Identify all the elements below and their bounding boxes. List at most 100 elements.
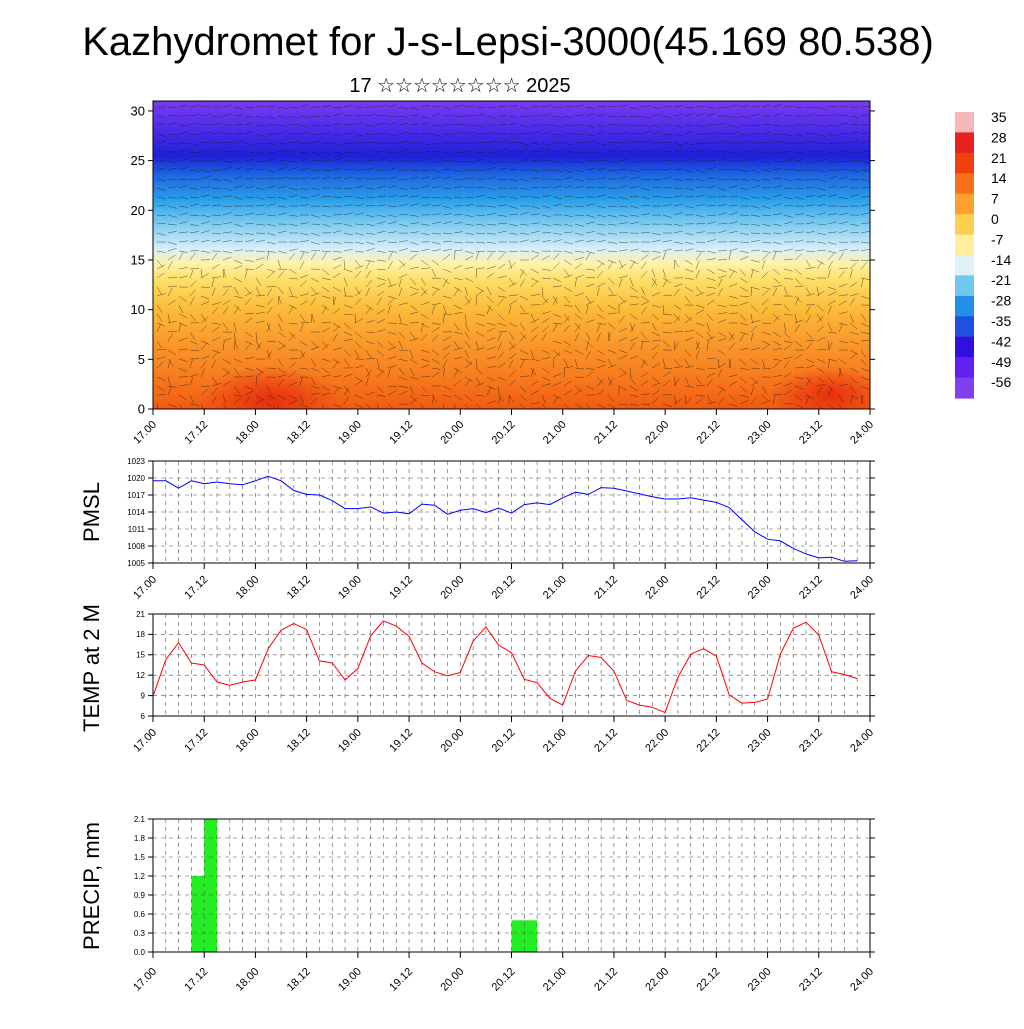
- x-tick-label: 17.12: [182, 966, 210, 994]
- x-tick-label: 22.12: [695, 727, 723, 755]
- y-tick-label: 20: [131, 203, 145, 218]
- y-tick-label: 10: [131, 302, 145, 317]
- y-tick-label: 1008: [127, 542, 145, 551]
- x-tick-label: 21.12: [592, 966, 620, 994]
- x-tick-label: 22.12: [695, 419, 723, 447]
- x-tick-label: 19.12: [387, 966, 415, 994]
- y-tick-label: 1017: [127, 491, 145, 500]
- x-tick-label: 20.00: [438, 419, 466, 447]
- colorbar-swatch: [955, 357, 974, 378]
- x-tick-label: 23.12: [797, 574, 825, 602]
- y-tick-label: 1.5: [134, 853, 146, 862]
- colorbar-label: 35: [991, 109, 1007, 125]
- x-tick-label: 18.12: [285, 574, 313, 602]
- precip-y-label: PRECIP, mm: [79, 822, 104, 950]
- colorbar-swatch: [955, 173, 974, 194]
- colorbar-label: -49: [991, 354, 1011, 370]
- warm-spot: [200, 365, 340, 435]
- x-tick-label: 17.12: [182, 574, 210, 602]
- colorbar-label: -21: [991, 272, 1011, 288]
- y-tick-label: 1023: [127, 457, 145, 466]
- chart-subtitle: 17 ☆☆☆☆☆☆☆☆ 2025: [349, 75, 570, 97]
- y-tick-label: 15: [136, 651, 145, 660]
- colorbar-label: -56: [991, 374, 1011, 390]
- colorbar-swatch: [955, 132, 974, 153]
- warm-spot: [770, 365, 890, 425]
- pmsl-grid: [153, 461, 870, 563]
- x-tick-label: 19.00: [336, 574, 364, 602]
- y-tick-label: 1020: [127, 474, 145, 483]
- x-tick-label: 17.00: [131, 574, 159, 602]
- y-tick-label: 15: [131, 253, 145, 268]
- x-tick-label: 23.00: [746, 419, 774, 447]
- y-tick-label: 9: [141, 691, 146, 700]
- x-tick-label: 23.12: [797, 419, 825, 447]
- x-tick-label: 17.12: [182, 727, 210, 755]
- x-tick-label: 21.12: [592, 419, 620, 447]
- colorbar-label: 28: [991, 129, 1007, 145]
- x-tick-label: 24.00: [848, 419, 876, 447]
- x-tick-label: 23.00: [746, 727, 774, 755]
- chart-title: Kazhydromet for J-s-Lepsi-3000(45.169 80…: [82, 20, 934, 64]
- x-tick-label: 22.00: [643, 574, 671, 602]
- pmsl-series-line: [153, 476, 857, 561]
- colorbar-swatch: [955, 337, 974, 358]
- colorbar-swatch: [955, 214, 974, 235]
- y-tick-label: 1011: [128, 525, 146, 534]
- colorbar-swatch: [955, 255, 974, 276]
- x-tick-label: 19.12: [387, 574, 415, 602]
- y-tick-label: 2.1: [134, 815, 146, 824]
- y-tick-label: 0.9: [134, 891, 146, 900]
- x-tick-label: 23.12: [797, 727, 825, 755]
- x-tick-label: 23.12: [797, 966, 825, 994]
- y-tick-label: 0.3: [134, 929, 146, 938]
- y-tick-label: 1.2: [134, 872, 146, 881]
- x-tick-label: 20.00: [438, 727, 466, 755]
- x-tick-label: 20.00: [438, 574, 466, 602]
- y-tick-label: 30: [131, 103, 145, 118]
- colorbar-swatch: [955, 316, 974, 337]
- x-tick-label: 17.00: [131, 419, 159, 447]
- y-tick-label: 25: [131, 153, 145, 168]
- x-tick-label: 20.00: [438, 966, 466, 994]
- x-tick-label: 18.00: [234, 727, 262, 755]
- y-tick-label: 0.6: [134, 910, 146, 919]
- precip-y-axis: 0.00.30.60.91.21.51.82.1: [134, 815, 875, 957]
- x-tick-label: 18.00: [234, 574, 262, 602]
- pmsl-y-label: PMSL: [79, 482, 104, 542]
- colorbar-label: -7: [991, 231, 1004, 247]
- x-tick-label: 21.00: [541, 727, 569, 755]
- temp-y-label: TEMP at 2 M: [79, 604, 104, 732]
- y-tick-label: 1014: [127, 508, 145, 517]
- x-tick-label: 17.12: [182, 419, 210, 447]
- x-tick-label: 18.12: [285, 419, 313, 447]
- x-tick-label: 21.00: [541, 966, 569, 994]
- colorbar-label: -42: [991, 333, 1011, 349]
- x-tick-label: 18.12: [285, 966, 313, 994]
- colorbar-body: [955, 112, 974, 399]
- x-tick-label: 19.00: [336, 419, 364, 447]
- x-tick-label: 19.12: [387, 727, 415, 755]
- colorbar-swatch: [955, 235, 974, 256]
- x-tick-label: 21.12: [592, 727, 620, 755]
- y-tick-label: 5: [138, 352, 145, 367]
- x-tick-label: 21.00: [541, 419, 569, 447]
- x-tick-label: 22.00: [643, 966, 671, 994]
- colorbar-label: -35: [991, 313, 1011, 329]
- y-tick-label: 12: [136, 671, 145, 680]
- x-tick-label: 23.00: [746, 574, 774, 602]
- x-tick-label: 22.12: [695, 966, 723, 994]
- x-tick-label: 18.12: [285, 727, 313, 755]
- y-tick-label: 6: [141, 712, 146, 721]
- x-tick-label: 22.00: [643, 419, 671, 447]
- x-tick-label: 18.00: [234, 419, 262, 447]
- x-tick-label: 19.00: [336, 727, 364, 755]
- x-tick-label: 18.00: [234, 966, 262, 994]
